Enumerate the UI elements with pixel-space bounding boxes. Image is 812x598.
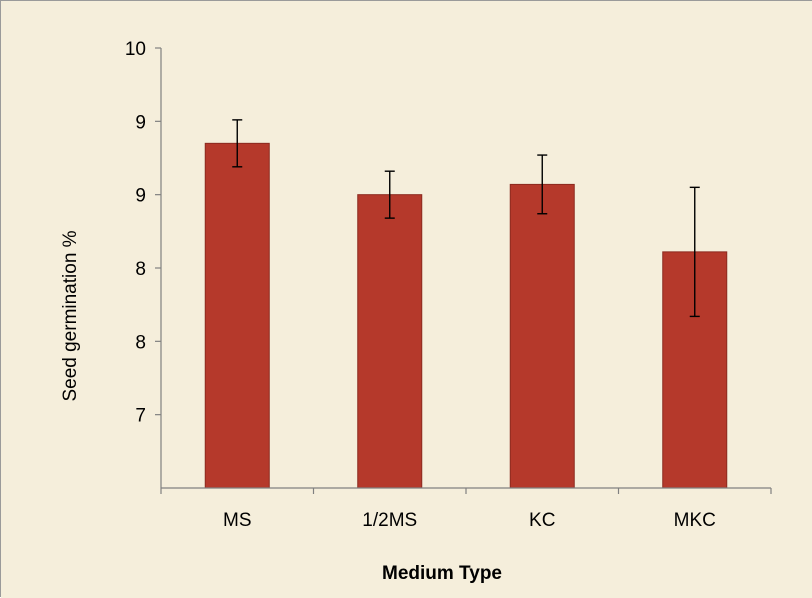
- y-tick-label: 7: [135, 406, 146, 427]
- error-bar: [537, 154, 548, 215]
- x-axis-title: Medium Type: [382, 563, 502, 584]
- y-tick-label: 8: [135, 332, 146, 353]
- error-bar: [689, 186, 700, 318]
- y-tick-label: 9: [135, 112, 146, 133]
- y-axis-title: Seed germination %: [60, 230, 81, 401]
- x-tick-label: MKC: [674, 510, 716, 531]
- x-tick-label: 1/2MS: [362, 510, 417, 531]
- bar-ms: [204, 142, 270, 489]
- x-tick-label: KC: [529, 510, 555, 531]
- bars-layer: [204, 142, 728, 489]
- y-tick-label: 10: [125, 39, 146, 60]
- y-tick-label: 8: [135, 259, 146, 280]
- x-ticks: MS 1/2MS KC MKC: [160, 488, 772, 531]
- x-tick-label: MS: [223, 510, 252, 531]
- y-ticks: 10 9 9 8 8 7: [125, 39, 161, 427]
- bar-kc: [509, 183, 575, 489]
- error-bars-layer: [232, 119, 700, 318]
- y-tick-label: 9: [135, 186, 146, 207]
- error-bar: [232, 119, 243, 168]
- bar-1-2ms: [357, 194, 423, 489]
- error-bar: [384, 170, 395, 219]
